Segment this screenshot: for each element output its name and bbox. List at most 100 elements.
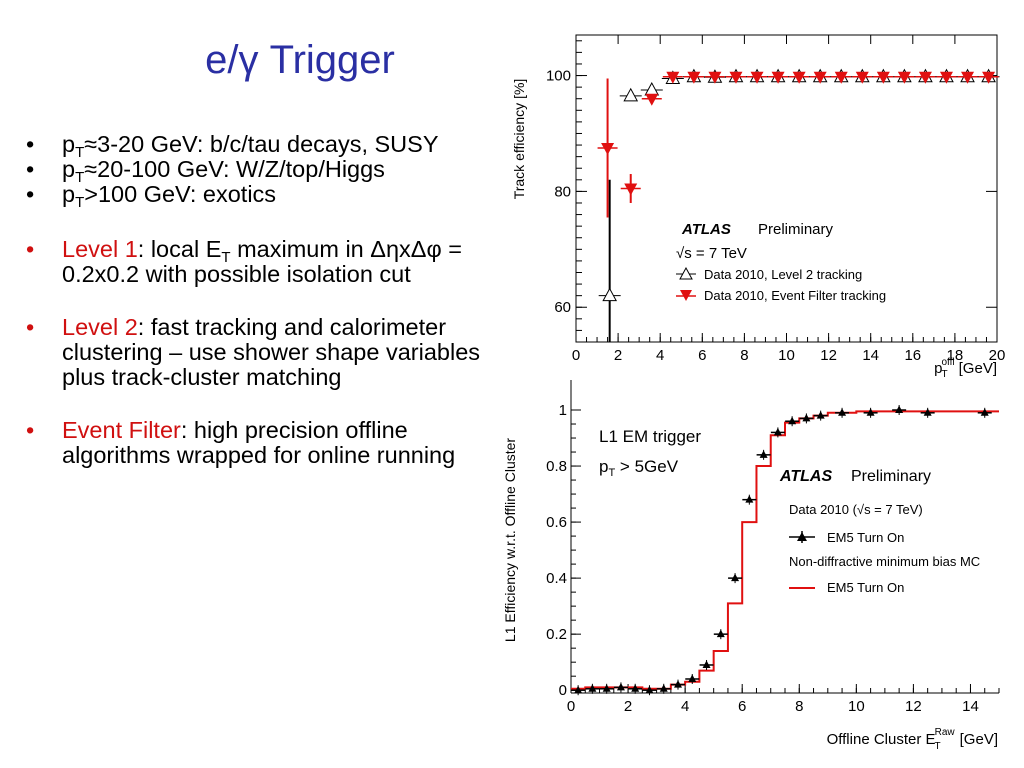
energy-label: √s = 7 TeV: [676, 245, 747, 262]
x-tick-label: 8: [740, 347, 748, 364]
legend-data-marker: [789, 531, 815, 543]
data-point: [866, 408, 875, 416]
l2-data-point: [644, 81, 660, 96]
ef-data-point: [876, 71, 890, 84]
bullet-text: : fast tracking and calorimeter clusteri…: [62, 314, 481, 390]
track-efficiency-chart: Track efficiency [%] pToffl [GeV] ATLAS P…: [511, 34, 1006, 380]
legend-l2-marker: [676, 266, 696, 280]
data-point: [773, 427, 782, 436]
y-tick-label: 1: [559, 402, 567, 419]
data-point: [816, 411, 825, 419]
x-tick-label: 16: [904, 347, 921, 364]
data-point: [838, 408, 847, 416]
bullet-highlight: Level 2: [62, 314, 138, 340]
ef-data-point: [918, 71, 932, 84]
bullet-pt-symbol: p: [62, 156, 76, 182]
ef-data-point: [729, 71, 743, 84]
y-tick-label: 0.2: [546, 626, 567, 643]
bullet-dot: •: [26, 131, 35, 157]
y-tick-label: 60: [554, 299, 571, 316]
x-tick-label: 10: [848, 698, 865, 715]
legend-ef-marker: [676, 290, 696, 301]
bullet-pt-symbol: p: [62, 131, 76, 157]
legend-ef-label: Data 2010, Event Filter tracking: [704, 288, 886, 303]
x-tick-label: 14: [962, 698, 979, 715]
l1-turn-on-chart: L1 Efficiency w.r.t. Offline Cluster Off…: [502, 380, 1000, 752]
bullet-et-subscript: T: [221, 249, 231, 266]
x-tick-label: 6: [698, 347, 706, 364]
x-axis-label: Offline Cluster ETRaw [GeV]: [827, 727, 998, 752]
x-tick-label: 8: [795, 698, 803, 715]
bullet-text: ≈3-20 GeV: b/c/tau decays, SUSY: [84, 131, 439, 157]
ef-data-point: [897, 71, 911, 84]
y-axis-label: Track efficiency [%]: [511, 79, 527, 200]
bullet-item-level1: • Level 1: local ET maximum in ΔηxΔφ = 0…: [24, 237, 484, 287]
ef-data-point: [855, 71, 869, 84]
ef-data-point: [792, 71, 806, 84]
x-tick-label: 18: [947, 347, 964, 364]
x-tick-label: 14: [862, 347, 879, 364]
data-point: [645, 685, 654, 694]
data-point: [602, 684, 611, 692]
ef-data-point: [834, 71, 848, 84]
ef-data-point: [750, 71, 764, 84]
bullet-pt-subscript: T: [75, 169, 85, 186]
bullet-item: • pT≈3-20 GeV: b/c/tau decays, SUSY: [24, 131, 484, 161]
bullet-highlight: Level 1: [62, 236, 138, 262]
x-tick-label: 6: [738, 698, 746, 715]
data-point: [895, 405, 904, 414]
data-point: [731, 573, 740, 582]
l2-data-point: [602, 287, 618, 302]
mc-label: Non-diffractive minimum bias MC: [789, 554, 980, 569]
ef-data-point: [645, 93, 659, 106]
data-point: [745, 495, 754, 503]
preliminary-label: Preliminary: [758, 221, 834, 238]
l2-data-point: [623, 87, 639, 102]
data-point: [616, 682, 625, 691]
bullet-list: • pT≈3-20 GeV: b/c/tau decays, SUSY • pT…: [24, 132, 484, 468]
bullet-dot: •: [26, 156, 35, 182]
bullet-dot: •: [26, 236, 35, 262]
ef-data-point: [939, 71, 953, 84]
data-point: [716, 629, 725, 638]
data-point: [788, 416, 797, 425]
bullet-item: • pT>100 GeV: exotics: [24, 181, 484, 211]
x-tick-label: 0: [567, 698, 575, 715]
x-tick-label: 10: [778, 347, 795, 364]
x-axis-label: pToffl [GeV]: [934, 357, 997, 380]
ef-data-point: [771, 71, 785, 84]
bullet-item-level2: • Level 2: fast tracking and calorimeter…: [24, 315, 484, 390]
data-point: [759, 450, 768, 458]
data-point: [631, 684, 640, 692]
bullet-dot: •: [26, 181, 35, 207]
x-tick-label: 4: [681, 698, 689, 715]
bullet-item-event-filter: • Event Filter: high precision offline a…: [24, 418, 484, 468]
bullet-highlight: Event Filter: [62, 417, 181, 443]
bullet-pt-subscript: T: [75, 144, 85, 161]
x-tick-label: 20: [989, 347, 1006, 364]
atlas-label: ATLAS: [779, 468, 832, 485]
legend: ATLAS Preliminary √s = 7 TeV Data 2010, …: [676, 221, 886, 303]
data-point: [980, 408, 989, 416]
x-tick-label: 0: [572, 347, 580, 364]
bullet-pt-subscript: T: [75, 194, 85, 211]
data-point: [659, 684, 668, 692]
x-tick-label: 2: [624, 698, 632, 715]
bullet-text: >100 GeV: exotics: [84, 181, 277, 207]
bullet-text: : local E: [137, 236, 222, 262]
bullet-text: ≈20-100 GeV: W/Z/top/Higgs: [84, 156, 385, 182]
data-point: [688, 674, 697, 682]
slide-title: e/γ Trigger: [205, 38, 395, 82]
data-label: Data 2010 (√s = 7 TeV): [789, 502, 923, 517]
preliminary-label: Preliminary: [851, 468, 931, 485]
bullet-dot: •: [26, 417, 35, 443]
legend: ATLAS Preliminary Data 2010 (√s = 7 TeV)…: [779, 468, 980, 595]
legend-data-label: EM5 Turn On: [827, 530, 904, 545]
trigger-label: L1 EM trigger: [599, 427, 701, 446]
mc-step-line: [571, 410, 999, 690]
y-tick-label: 0: [559, 682, 567, 699]
trigger-cut-label: pT > 5GeV: [599, 457, 679, 479]
y-tick-label: 0.6: [546, 514, 567, 531]
bullet-pt-symbol: p: [62, 181, 76, 207]
ef-data-point: [813, 71, 827, 84]
